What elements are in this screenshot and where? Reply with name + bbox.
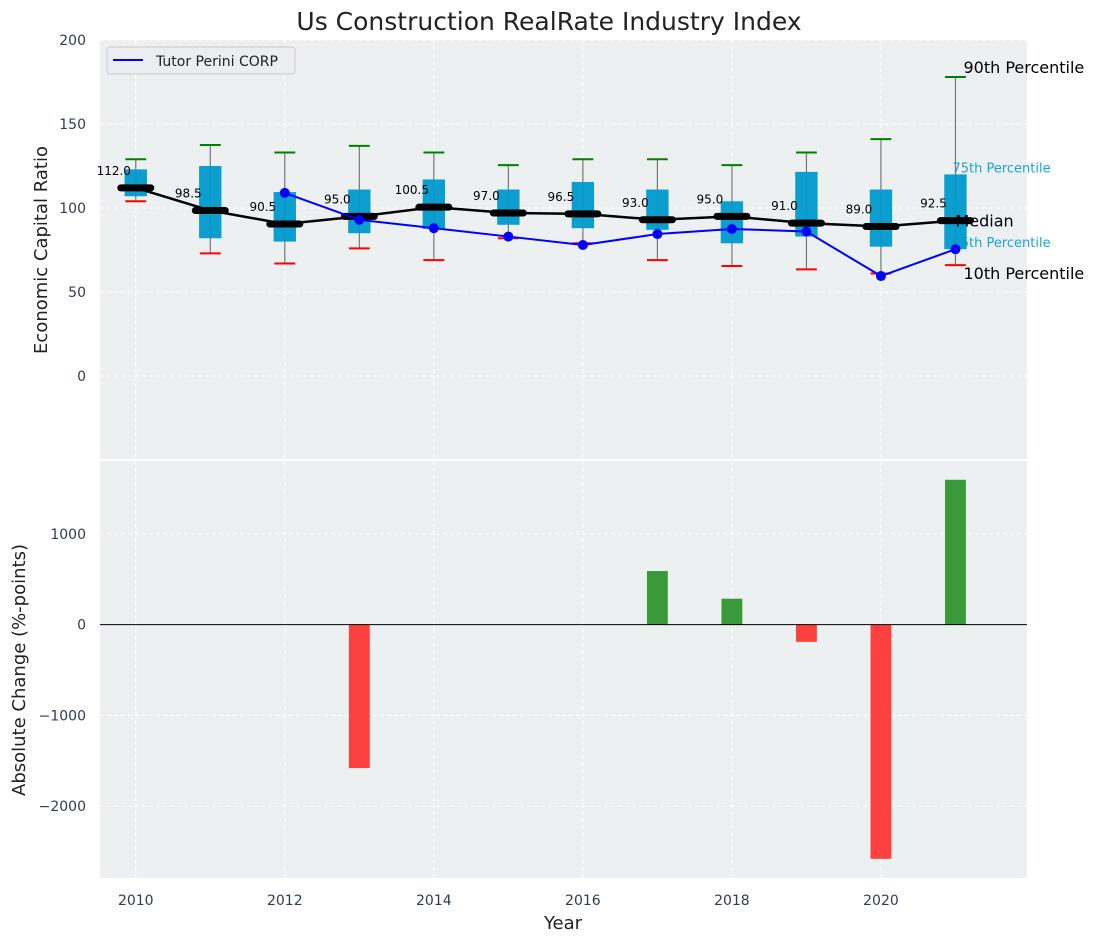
median-value-label: 96.5 — [548, 190, 575, 204]
bottom-y-tick-label: 0 — [77, 618, 86, 634]
median-value-label: 100.5 — [395, 183, 429, 197]
annotation-median: Median — [955, 212, 1013, 231]
tutor-perini-point — [875, 271, 886, 282]
chart-title: Us Construction RealRate Industry Index — [296, 7, 801, 36]
tutor-perini-point — [577, 239, 588, 250]
x-axis-label: Year — [543, 913, 583, 934]
annotation-25th: 25th Percentile — [952, 236, 1050, 251]
median-value-label: 95.0 — [697, 192, 724, 206]
tutor-perini-point — [428, 223, 439, 234]
change-bar — [348, 624, 370, 769]
tutor-perini-point — [354, 214, 365, 225]
iqr-box — [869, 189, 893, 247]
median-value-label: 89.0 — [846, 202, 873, 216]
iqr-box — [646, 189, 669, 230]
top-axes-background — [100, 40, 1027, 459]
x-tick-label: 2010 — [118, 893, 154, 909]
top-y-axis-label: Economic Capital Ratio — [31, 146, 52, 354]
x-tick-label: 2016 — [565, 893, 601, 909]
change-bar — [721, 598, 743, 625]
tutor-perini-point — [950, 244, 961, 255]
change-bar — [646, 571, 668, 625]
tutor-perini-point — [503, 231, 514, 242]
median-value-label: 98.5 — [175, 187, 202, 201]
iqr-box — [199, 166, 222, 239]
top-y-tick-label: 100 — [59, 201, 86, 217]
x-tick-label: 2018 — [714, 893, 750, 909]
iqr-box — [571, 181, 595, 229]
median-value-label: 91.0 — [771, 199, 798, 213]
median-value-label: 93.0 — [622, 196, 649, 210]
x-tick-label: 2020 — [863, 893, 899, 909]
iqr-box — [273, 192, 296, 242]
tutor-perini-point — [801, 226, 812, 237]
median-value-label: 90.5 — [249, 200, 276, 214]
top-y-tick-label: 200 — [59, 33, 86, 49]
x-tick-label: 2012 — [267, 893, 303, 909]
median-value-label: 112.0 — [97, 164, 131, 178]
top-y-tick-label: 0 — [77, 369, 86, 385]
legend: Tutor Perini CORP — [106, 46, 296, 75]
iqr-box — [348, 189, 371, 234]
iqr-box — [720, 201, 744, 244]
tutor-perini-point — [652, 229, 663, 240]
iqr-box — [497, 189, 520, 225]
median-value-label: 97.0 — [473, 189, 500, 203]
x-tick-label: 2014 — [416, 893, 452, 909]
iqr-box — [944, 174, 967, 250]
change-bar — [870, 624, 892, 859]
legend-label: Tutor Perini CORP — [155, 54, 278, 70]
tutor-perini-line — [284, 191, 956, 278]
annotation-10th: 10th Percentile — [963, 264, 1084, 283]
median-value-label: 95.0 — [324, 192, 351, 206]
tutor-perini-point — [726, 224, 737, 235]
median-value-label: 92.5 — [920, 197, 947, 211]
annotation-75th: 75th Percentile — [952, 161, 1050, 176]
bottom-y-tick-label: −2000 — [39, 799, 86, 815]
tutor-perini-point — [279, 187, 290, 198]
bottom-y-tick-label: 1000 — [50, 527, 86, 543]
bottom-y-tick-label: −1000 — [39, 708, 86, 724]
bottom-y-axis-label: Absolute Change (%-points) — [9, 544, 30, 796]
top-y-tick-label: 50 — [68, 285, 86, 301]
legend-box — [106, 46, 296, 75]
top-y-tick-label: 150 — [59, 117, 86, 133]
median-trend-line — [135, 186, 956, 228]
annotation-90th: 90th Percentile — [963, 58, 1084, 77]
change-bar — [945, 479, 966, 625]
change-bar — [795, 624, 817, 642]
